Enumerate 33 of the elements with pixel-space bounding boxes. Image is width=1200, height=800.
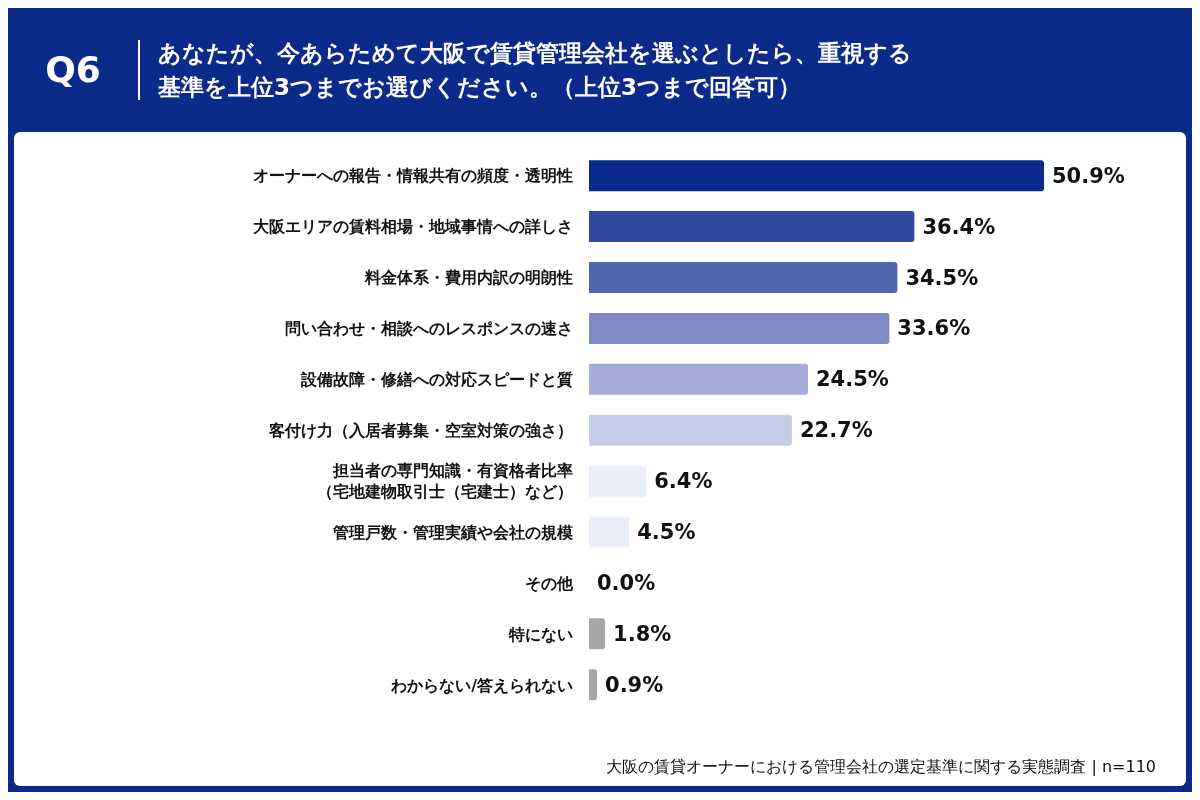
y-tick-label: 担当者の専門知識・有資格者比率（宅地建物取引士（宅建士）など） <box>317 461 573 502</box>
bar <box>589 669 598 701</box>
y-tick-label: 料金体系・費用内訳の明朗性 <box>364 268 573 288</box>
text: 大阪の賃貸オーナーにおける管理会社の選定基準に関する実態調査 | n=110 <box>606 757 1156 778</box>
data-label: 0.9% <box>605 672 664 697</box>
y-tick-label: 特にない <box>508 624 573 644</box>
bar <box>589 618 606 650</box>
data-label: 4.5% <box>637 520 696 545</box>
y-tick-label: 管理戸数・管理実績や会社の規模 <box>332 522 573 542</box>
data-label: 0.0% <box>597 570 656 595</box>
data-label: 36.4% <box>922 214 996 239</box>
data-label: 1.8% <box>613 621 672 646</box>
data-label: 50.9% <box>1052 163 1125 188</box>
y-tick-label: 設備故障・修繕への対応スピードと質 <box>300 370 573 390</box>
y-tick-label: 問い合わせ・相談へのレスポンスの速さ <box>285 319 573 339</box>
data-label: 34.5% <box>905 265 979 290</box>
y-tick-label: その他 <box>525 573 574 593</box>
y-tick-label: わからない/答えられない <box>390 675 573 695</box>
bar <box>589 363 809 395</box>
chart-title: あなたが、今あらためて大阪で賃貸管理会社を選ぶとしたら、重視する基準を上位3つまでお選びください。（上位3つまで回答可） <box>157 39 913 102</box>
data-label: 22.7% <box>799 418 873 443</box>
data-label: 6.4% <box>654 469 713 494</box>
bar <box>589 414 792 446</box>
data-label: 24.5% <box>816 367 889 392</box>
bar <box>589 312 890 344</box>
y-tick-label: 客付け力（入居者募集・空室対策の強さ） <box>268 421 573 440</box>
text: Q6 <box>8 40 140 100</box>
y-tick-label: 大阪エリアの賃料相場・地域事情への詳しさ <box>253 217 573 237</box>
bar <box>589 160 1044 192</box>
bar <box>589 211 915 243</box>
data-label: 33.6% <box>897 316 971 341</box>
bar <box>589 262 898 293</box>
y-tick-label: オーナーへの報告・情報共有の頻度・透明性 <box>253 166 573 186</box>
